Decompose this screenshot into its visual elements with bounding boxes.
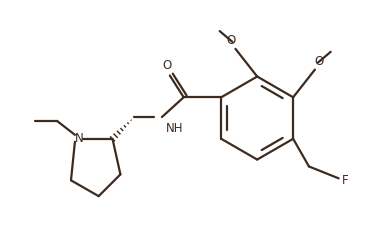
Text: NH: NH [166,122,183,135]
Text: O: O [314,55,323,68]
Text: F: F [342,174,349,187]
Text: O: O [162,59,171,72]
Text: N: N [74,132,83,145]
Text: O: O [227,35,236,47]
